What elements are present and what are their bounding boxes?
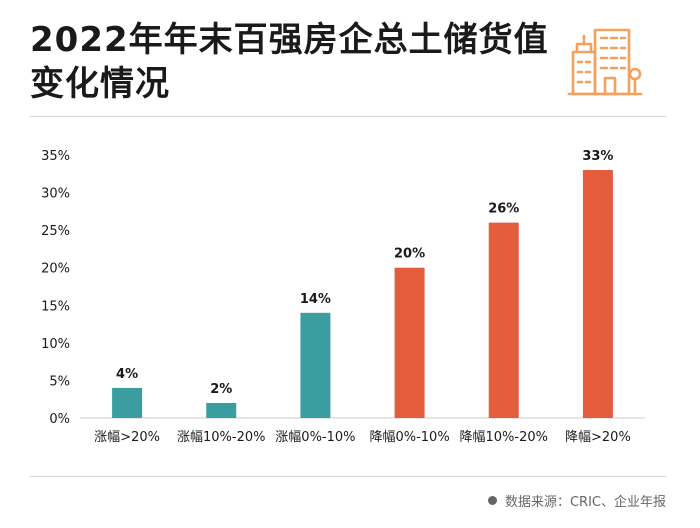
source-text: 数据来源：CRIC、企业年报 [504, 495, 666, 510]
y-tick-label: 25% [41, 224, 70, 239]
y-tick-label: 30% [41, 187, 70, 202]
data-label: 2% [210, 382, 232, 397]
title-line-1: 2022年年末百强房企总土储货值 [30, 20, 549, 60]
y-tick-label: 10% [41, 337, 70, 352]
source-note: 数据来源：CRIC、企业年报 [487, 491, 666, 510]
x-tick-label: 涨幅>20% [94, 430, 160, 445]
data-label: 26% [488, 202, 519, 217]
data-label: 4% [116, 367, 138, 382]
bar [112, 387, 143, 418]
x-tick-label: 降幅10%-20% [460, 430, 548, 445]
y-tick-label: 15% [41, 299, 70, 314]
y-tick-label: 35% [41, 149, 70, 164]
bar [394, 267, 425, 418]
bar [206, 402, 237, 418]
title-line-2: 变化情况 [30, 64, 170, 104]
y-tick-label: 5% [49, 374, 70, 389]
x-tick-label: 降幅0%-10% [369, 430, 449, 445]
y-tick-label: 0% [49, 412, 70, 427]
x-tick-label: 涨幅0%-10% [275, 430, 355, 445]
bullet-dot-icon [487, 496, 497, 505]
bar-chart: 0%5%10%15%20%25%30%35% 4%2%14%20%26%33% … [41, 149, 645, 445]
y-tick-label: 20% [41, 262, 70, 277]
building-icon [567, 28, 643, 96]
data-label: 33% [582, 149, 613, 164]
bar [488, 222, 519, 418]
bar [582, 170, 613, 418]
page-title: 2022年年末百强房企总土储货值 变化情况 [30, 18, 550, 106]
data-label: 20% [394, 247, 425, 262]
data-label: 14% [300, 292, 331, 307]
bar [300, 312, 331, 418]
footer-divider [30, 476, 666, 477]
x-tick-label: 降幅>20% [565, 430, 631, 445]
header-divider [30, 116, 666, 117]
x-tick-label: 涨幅10%-20% [177, 430, 265, 445]
